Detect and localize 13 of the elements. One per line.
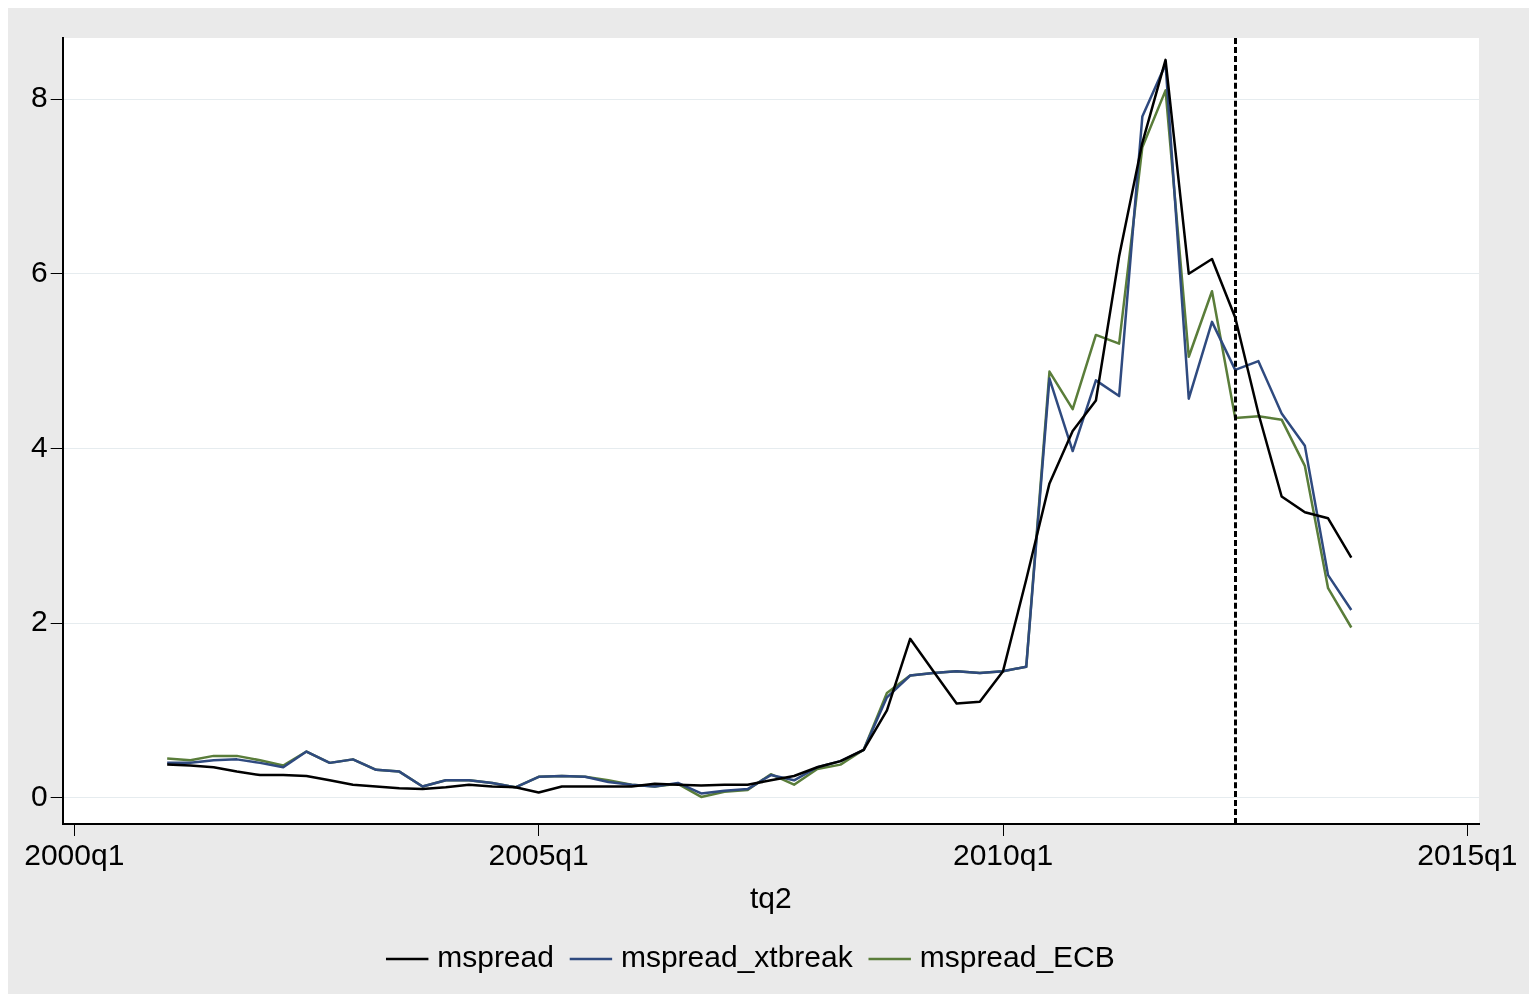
- legend-label: mspread: [437, 940, 554, 974]
- legend-label: mspread_xtbreak: [620, 940, 854, 974]
- x-tick-label: 2000q1: [24, 838, 125, 872]
- y-tick-label: 8: [31, 80, 48, 114]
- y-tick-label: 4: [31, 429, 48, 463]
- x-tick-label: 2015q1: [1417, 838, 1518, 872]
- x-axis-title: tq2: [749, 881, 792, 915]
- legend-label: mspread_ECB: [919, 940, 1115, 974]
- y-tick-label: 2: [31, 604, 48, 638]
- x-tick-label: 2010q1: [952, 838, 1054, 872]
- y-tick-label: 0: [31, 779, 48, 813]
- y-tick-label: 6: [31, 255, 48, 289]
- x-tick-label: 2005q1: [488, 838, 589, 872]
